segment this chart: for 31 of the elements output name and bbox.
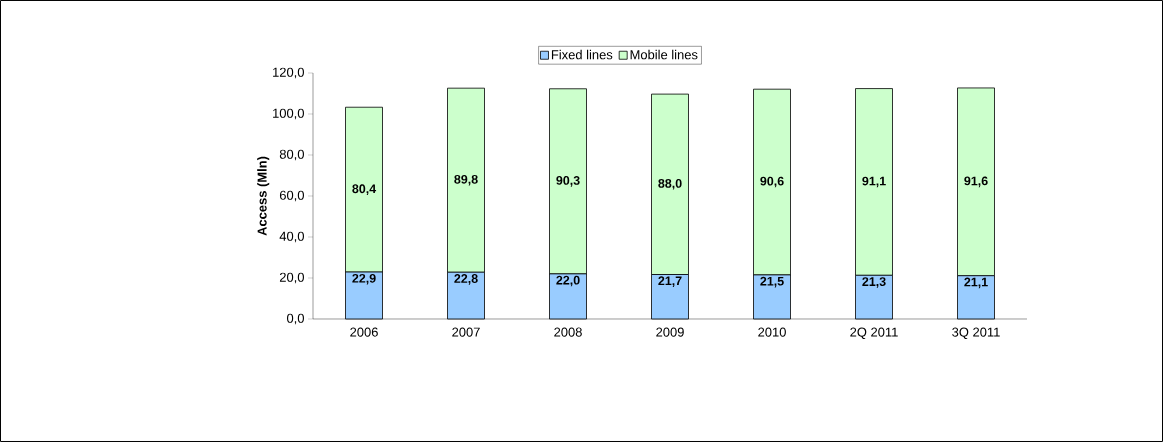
data-label: 89,8 xyxy=(454,174,478,186)
x-tick-label: 2008 xyxy=(554,327,582,337)
data-label: 90,6 xyxy=(760,176,784,188)
y-tick-label: 120,0 xyxy=(273,67,304,79)
x-tick-label: 2009 xyxy=(656,327,684,337)
y-tick-label: 100,0 xyxy=(273,108,304,120)
x-tick-label: 2010 xyxy=(758,327,786,337)
y-tick-label: 80,0 xyxy=(279,149,304,161)
legend-label: Mobile lines xyxy=(630,49,698,60)
x-tick-label: 2007 xyxy=(452,327,480,337)
x-tick-label: 2006 xyxy=(350,327,378,337)
data-label: 91,1 xyxy=(862,176,886,188)
data-label: 22,9 xyxy=(352,273,376,285)
y-tick-label: 60,0 xyxy=(279,190,304,202)
data-label: 22,0 xyxy=(556,275,580,287)
legend-label: Fixed lines xyxy=(551,49,613,60)
y-tick-label: 20,0 xyxy=(279,272,304,284)
data-label: 80,4 xyxy=(352,184,377,195)
data-label: 21,7 xyxy=(658,276,682,287)
data-label: 90,3 xyxy=(556,176,580,187)
y-axis-title: Access (Mln) xyxy=(257,156,270,236)
y-tick-label: 40,0 xyxy=(279,231,304,243)
x-tick-label: 2Q 2011 xyxy=(850,327,898,339)
data-label: 21,1 xyxy=(964,277,988,289)
data-label: 21,5 xyxy=(760,276,784,288)
data-label: 21,3 xyxy=(862,277,886,288)
data-label: 88,0 xyxy=(658,179,682,190)
y-tick-label: 0,0 xyxy=(286,313,304,325)
data-label: 22,8 xyxy=(454,274,478,285)
x-tick-label: 3Q 2011 xyxy=(952,327,1000,339)
data-label: 91,6 xyxy=(964,176,988,188)
